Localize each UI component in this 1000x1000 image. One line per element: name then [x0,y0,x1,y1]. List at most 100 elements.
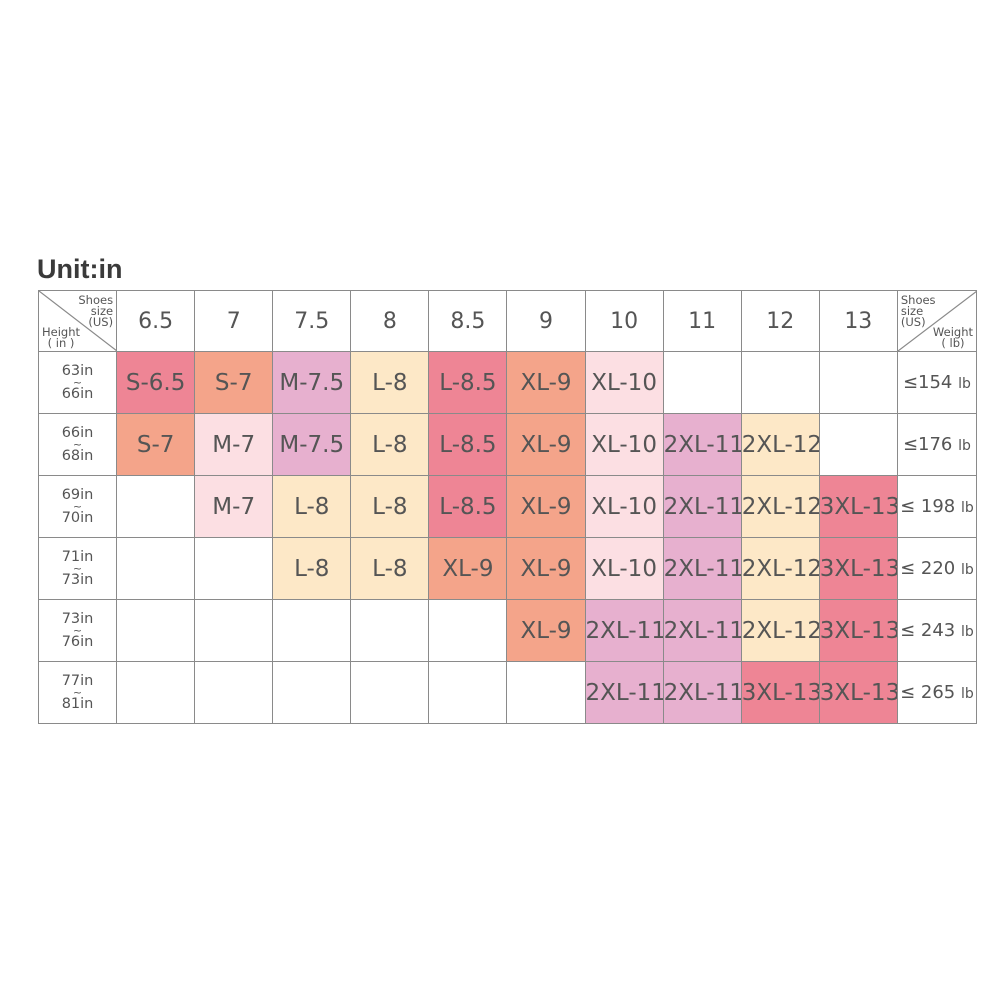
weight-value: ≤154 [902,372,953,393]
size-cell: 2XL-12 [740,599,820,662]
height-to: 81in [61,696,94,712]
size-cell [350,661,430,724]
corner-right-weight-line1: Weight [932,325,973,339]
height-to: 76in [61,634,94,650]
size-cell: S-7 [194,351,274,414]
shoe-size-header-6: 10 [584,290,664,352]
size-cell: L-8.5 [428,413,508,476]
size-row: 77in ~81in 2XL-11 2XL-11 3XL-13 3XL-13 ≤ 265 l… [37,661,978,724]
size-cell-label: 2XL-11 [663,555,742,582]
size-cell-label: 2XL-11 [663,493,742,520]
height-tilde: ~ [72,438,83,451]
height-from: 69in [61,487,94,503]
size-cell: L-8 [272,475,352,538]
size-cell-label: 3XL-13 [741,679,820,706]
size-cell: M-7.5 [272,413,352,476]
weight-limit-cell: ≤ 265 lb [896,661,978,724]
shoe-size-header-9: 13 [818,290,898,352]
size-cell-label: 2XL-11 [663,431,742,458]
size-cell [662,351,742,414]
corner-left-height-line2: ( in ) [47,336,75,350]
size-cell [350,599,430,662]
height-tilde: ~ [72,376,83,389]
size-cell-label: XL-10 [591,369,657,396]
size-cell-label: L-8.5 [439,431,497,458]
size-cell [428,661,508,724]
height-tilde: ~ [72,500,83,513]
size-cell: L-8 [350,537,430,600]
size-cell: 2XL-11 [662,661,742,724]
size-cell-label: XL-9 [520,555,572,582]
size-cell [194,661,274,724]
height-tilde: ~ [72,686,83,699]
size-cell [428,599,508,662]
height-from: 77in [61,673,94,689]
shoe-size-header-3: 8 [350,290,430,352]
corner-right-weight-label: Weight ( lb) [932,325,973,349]
size-cell [116,661,196,724]
height-range-cell: 63in ~66in [37,351,118,414]
height-to: 68in [61,448,94,464]
size-cell [818,413,898,476]
size-cell-label: XL-9 [520,493,572,520]
size-cell: 3XL-13 [818,537,898,600]
size-cell: 2XL-11 [584,661,664,724]
size-cell [116,537,196,600]
weight-unit: lb [960,500,974,516]
size-cell-label: 2XL-11 [585,679,664,706]
size-cell: 2XL-11 [662,599,742,662]
size-cell: XL-9 [428,537,508,600]
size-cell-label: L-8.5 [439,369,497,396]
size-cell: M-7 [194,413,274,476]
size-row: 71in ~73in L-8 L-8 XL-9 XL-9 XL-10 2XL-11 2XL-12… [37,537,978,600]
corner-left-diagonal [39,291,116,351]
size-cell: 3XL-13 [740,661,820,724]
size-cell-label: XL-9 [520,617,572,644]
corner-right-shoes-label: Shoes size (US) [900,293,936,328]
size-cell: 2XL-11 [584,599,664,662]
weight-unit: lb [960,562,974,578]
weight-value: ≤176 [902,434,953,455]
size-cell-label: L-8 [294,493,330,520]
height-range-cell: 66in ~68in [37,413,118,476]
size-cell-label: XL-10 [591,493,657,520]
size-cell: L-8 [272,537,352,600]
height-to: 66in [61,386,94,402]
shoe-size-header-0: 6.5 [116,290,196,352]
size-cell: 2XL-12 [740,475,820,538]
weight-limit-cell: ≤176 lb [896,413,978,476]
corner-right-diagonal [898,291,976,351]
size-cell-label: L-8.5 [439,493,497,520]
size-row: 66in ~68in S-7 M-7 M-7.5 L-8 L-8.5 XL-9 XL-10 2XL… [37,413,978,476]
size-cell: 3XL-13 [818,661,898,724]
weight-value: ≤ 220 [900,558,956,579]
size-row: 63in ~66in S-6.5 S-7 M-7.5 L-8 L-8.5 XL-9 XL-10 ≤… [37,351,978,414]
size-cell [272,661,352,724]
size-cell-label: 3XL-13 [819,493,898,520]
size-cell-label: XL-10 [591,431,657,458]
height-tilde: ~ [72,562,83,575]
size-cell: 2XL-11 [662,537,742,600]
shoe-size-header-4: 8.5 [428,290,508,352]
weight-unit: lb [958,376,971,392]
corner-left-height-line1: Height [42,325,81,339]
size-cell: L-8 [350,351,430,414]
size-cell [194,537,274,600]
size-cell [740,351,820,414]
size-cell [272,599,352,662]
corner-right-shoes-line1: Shoes [900,293,936,307]
size-cell-label: 3XL-13 [819,555,898,582]
size-cell-label: 3XL-13 [819,617,898,644]
size-cell-label: 2XL-12 [741,493,820,520]
shoe-size-header-5: 9 [506,290,586,352]
size-cell: 3XL-13 [818,599,898,662]
corner-right-shoes-line2: size [900,304,924,318]
weight-limit-cell: ≤ 198 lb [896,475,978,538]
size-cell-label: 2XL-12 [741,555,820,582]
shoe-size-header-1: 7 [194,290,274,352]
size-cell: XL-10 [584,537,664,600]
size-cell [116,599,196,662]
height-tilde: ~ [72,624,83,637]
size-cell: 3XL-13 [818,475,898,538]
size-cell: S-7 [116,413,196,476]
